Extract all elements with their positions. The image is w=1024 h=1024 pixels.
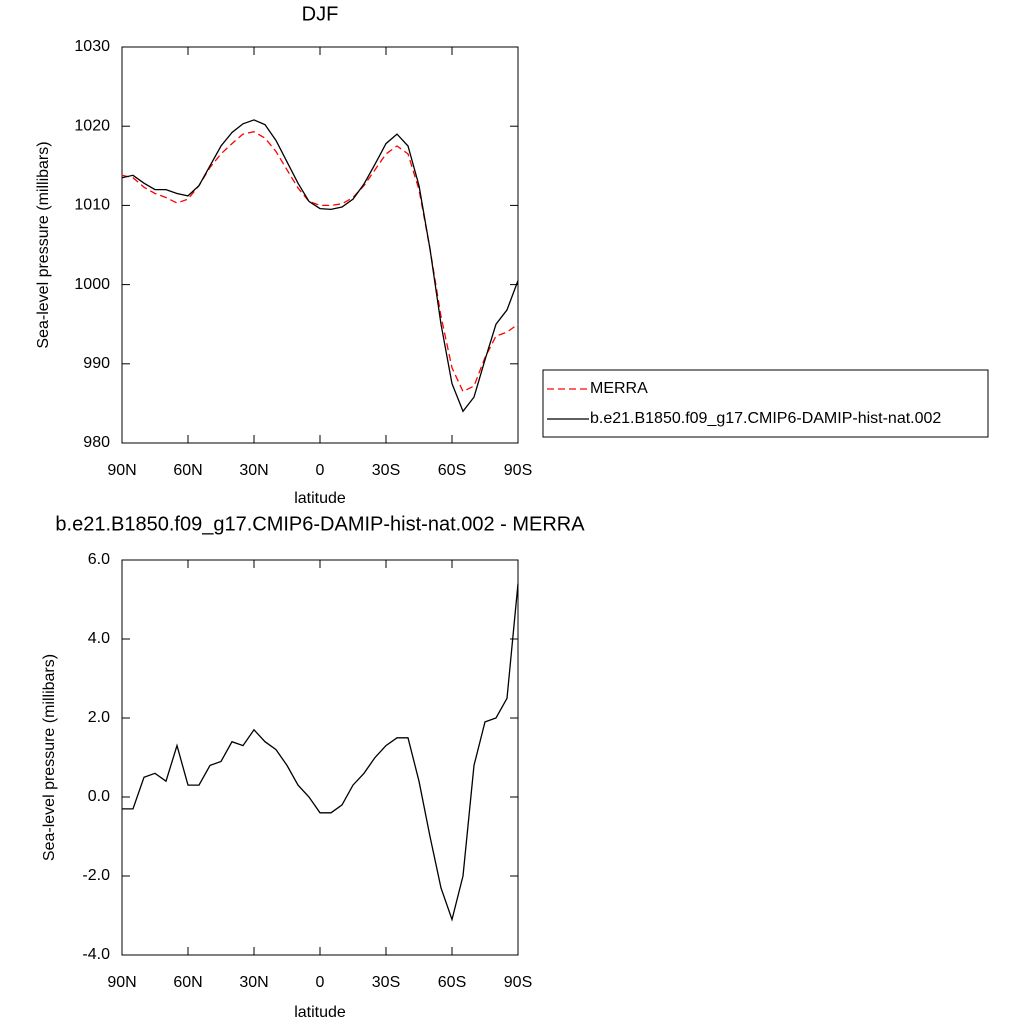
- x-tick-label: 90N: [107, 462, 136, 479]
- x-tick-label: 30S: [372, 974, 400, 991]
- y-tick-label: 6.0: [88, 551, 110, 568]
- x-tick-label: 0: [316, 974, 325, 991]
- x-tick-label: 90S: [504, 974, 532, 991]
- legend-label: MERRA: [590, 380, 648, 397]
- chart-title: b.e21.B1850.f09_g17.CMIP6-DAMIP-hist-nat…: [55, 513, 585, 535]
- legend-box: [542, 369, 989, 438]
- y-tick-label: 980: [83, 434, 110, 451]
- x-tick-label: 30N: [239, 974, 268, 991]
- x-tick-label: 90S: [504, 462, 532, 479]
- y-tick-label: 0.0: [88, 788, 110, 805]
- y-tick-label: -2.0: [82, 867, 110, 884]
- y-tick-label: 4.0: [88, 630, 110, 647]
- y-tick-label: 1030: [74, 38, 110, 55]
- y-tick-label: -4.0: [82, 946, 110, 963]
- y-tick-label: 990: [83, 355, 110, 372]
- y-axis-label: Sea-level pressure (millibars): [41, 654, 58, 861]
- x-tick-label: 0: [316, 462, 325, 479]
- data-line: [122, 583, 519, 922]
- y-tick-label: 1020: [74, 117, 110, 134]
- x-tick-label: 30S: [372, 462, 400, 479]
- x-tick-label: 90N: [107, 974, 136, 991]
- y-tick-label: 1000: [74, 276, 110, 293]
- y-tick-label: 2.0: [88, 709, 110, 726]
- data-line: [121, 119, 519, 413]
- x-tick-label: 60S: [438, 462, 466, 479]
- y-axis-label: Sea-level pressure (millibars): [35, 141, 52, 348]
- x-axis-label: latitude: [294, 490, 346, 507]
- y-tick-label: 1010: [74, 197, 110, 214]
- plot-frame: [121, 46, 519, 444]
- data-line: [121, 131, 519, 393]
- legend-label: b.e21.B1850.f09_g17.CMIP6-DAMIP-hist-nat…: [590, 410, 941, 427]
- x-tick-label: 30N: [239, 462, 268, 479]
- x-tick-label: 60S: [438, 974, 466, 991]
- x-tick-label: 60N: [173, 462, 202, 479]
- x-axis-label: latitude: [294, 1004, 346, 1021]
- x-tick-label: 60N: [173, 974, 202, 991]
- chart-title: DJF: [302, 3, 339, 25]
